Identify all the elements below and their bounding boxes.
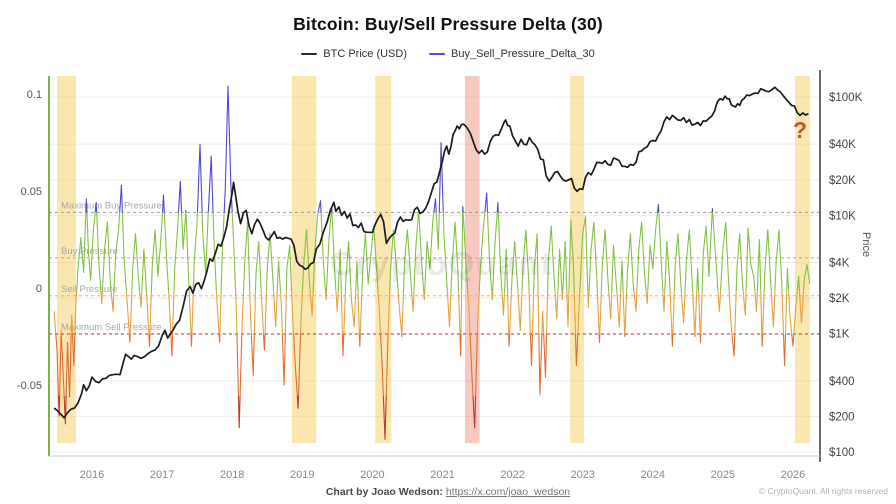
credit-text: Chart by Joao Wedson: [325, 486, 443, 498]
y-left-tick-label: 0 [36, 283, 42, 295]
y-right-tick-label: $200 [829, 411, 855, 423]
threshold-label: Sell Pressure [61, 284, 118, 295]
legend: BTC Price (USD) Buy_Sell_Pressure_Delta_… [0, 48, 896, 60]
y-right-tick-label: $4K [829, 257, 850, 269]
price-series-line [53, 86, 809, 419]
y-left-tick-label: -0.05 [17, 380, 42, 392]
x-tick-label: 2025 [711, 469, 735, 481]
copyright-text: © CryptoQuant. All rights reserved [758, 486, 888, 496]
x-tick-label: 2019 [290, 469, 314, 481]
x-tick-label: 2026 [781, 469, 805, 481]
x-tick-label: 2023 [570, 469, 594, 481]
x-tick-label: 2020 [360, 469, 384, 481]
threshold-label: Maximum Sell Pressure [61, 322, 161, 333]
x-tick-label: 2017 [150, 469, 174, 481]
y-right-tick-label: $40K [829, 139, 856, 151]
delta-series-line [76, 212, 811, 291]
y-right-tick-label: $10K [829, 210, 856, 222]
y-right-tick-label: $20K [829, 175, 856, 187]
red-highlight-band [464, 76, 480, 443]
chart-title: Bitcoin: Buy/Sell Pressure Delta (30) [293, 14, 603, 34]
x-tick-label: 2016 [80, 469, 104, 481]
threshold-label: Maximum Buy Pressure [61, 200, 162, 211]
x-tick-label: 2018 [220, 469, 244, 481]
y-right-tick-label: $400 [829, 376, 855, 388]
footer-credit: Chart by Joao Wedson: https://x.com/joao… [0, 486, 896, 498]
y-left-tick-label: 0.1 [27, 89, 42, 101]
delta-swatch-icon [429, 52, 446, 56]
threshold-label: Buy Pressure [61, 246, 118, 257]
price-axis-title: Price [860, 232, 872, 258]
question-mark-annotation: ? [793, 117, 808, 143]
legend-item-delta[interactable]: Buy_Sell_Pressure_Delta_30 [429, 48, 595, 60]
y-right-tick-label: $1K [829, 329, 850, 341]
yellow-highlight-band [570, 76, 585, 443]
btc-price-swatch-icon [301, 52, 318, 56]
y-left-tick-label: 0.05 [21, 186, 42, 198]
y-right-tick-label: $100 [829, 447, 855, 459]
legend-label-btc-price: BTC Price (USD) [323, 48, 408, 60]
x-tick-label: 2024 [641, 469, 665, 481]
y-right-tick-label: $100K [829, 92, 863, 104]
x-tick-label: 2022 [500, 469, 524, 481]
yellow-highlight-band [795, 76, 810, 443]
delta-series-line [55, 333, 795, 396]
legend-item-btc-price[interactable]: BTC Price (USD) [301, 48, 407, 60]
author-link[interactable]: https://x.com/joao_wedson [445, 486, 571, 498]
x-tick-label: 2021 [430, 469, 454, 481]
y-right-tick-label: $2K [829, 293, 850, 305]
legend-label-delta: Buy_Sell_Pressure_Delta_30 [451, 48, 595, 60]
